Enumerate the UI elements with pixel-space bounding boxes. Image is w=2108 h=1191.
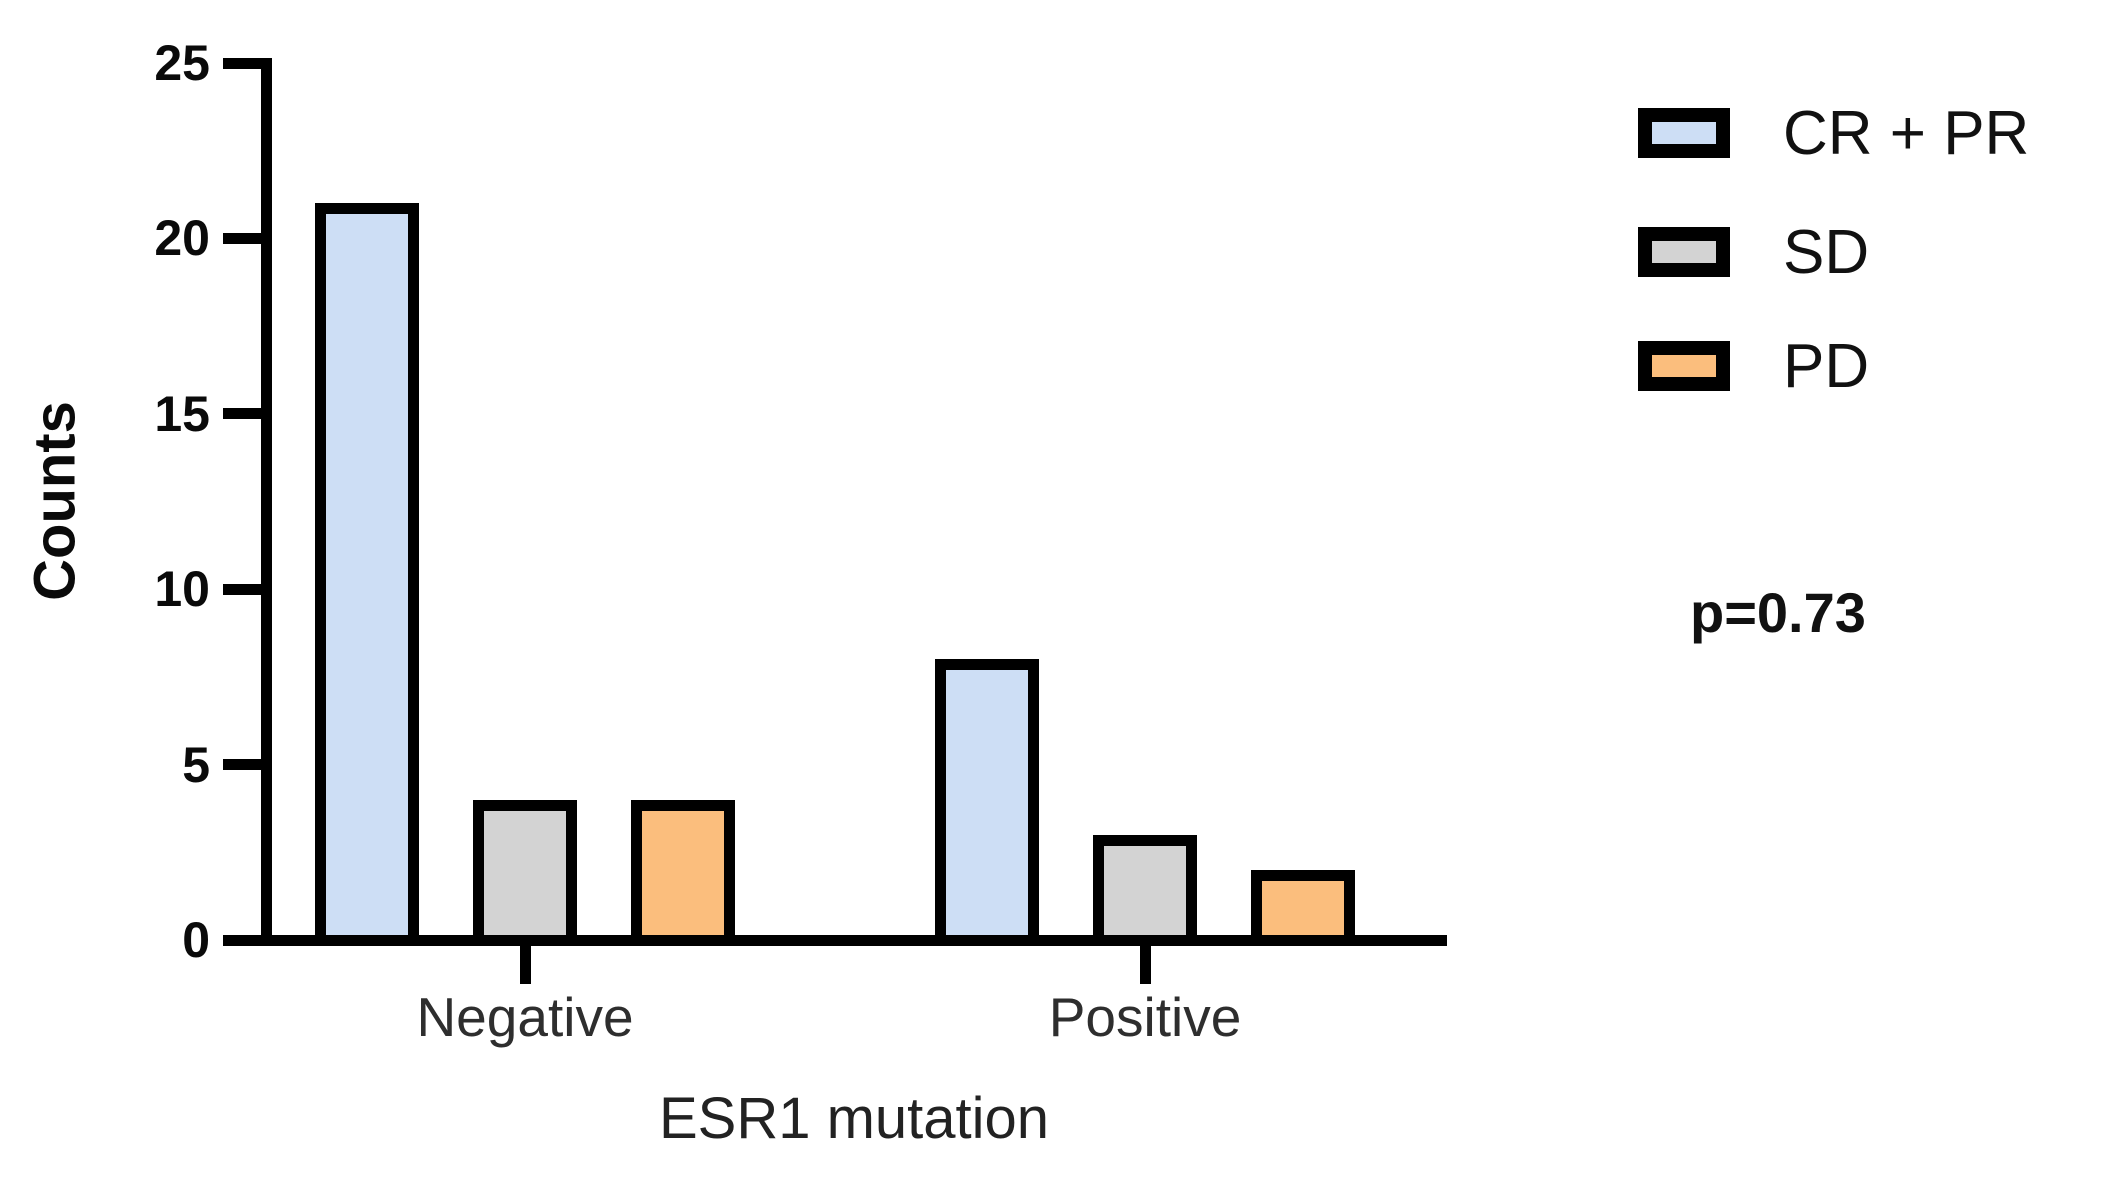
y-tick-10 xyxy=(223,583,261,595)
bar-positive-sd xyxy=(1093,834,1197,946)
p-value-annotation: p=0.73 xyxy=(1690,581,1866,644)
y-tick-15 xyxy=(223,408,261,420)
bar-negative-pd xyxy=(631,799,735,946)
y-tick-label-0: 0 xyxy=(182,912,210,968)
legend-item-cr-pr: CR + PR xyxy=(1638,99,2029,168)
y-tick-label-25: 25 xyxy=(154,35,210,91)
legend-label-sd: SD xyxy=(1783,217,1870,287)
x-category-label-positive: Positive xyxy=(1048,986,1242,1048)
legend-swatch-sd xyxy=(1638,227,1730,277)
legend-label-cr-pr: CR + PR xyxy=(1783,98,2030,168)
legend-swatch-fill-pd xyxy=(1652,355,1716,377)
y-tick-label-15: 15 xyxy=(154,385,210,442)
x-tick-positive xyxy=(1139,946,1151,984)
y-axis-line xyxy=(261,58,272,946)
y-tick-20 xyxy=(223,232,261,244)
bar-positive-cr-pr xyxy=(935,659,1039,946)
y-tick-25 xyxy=(223,57,261,69)
y-tick-label-5: 5 xyxy=(182,736,210,793)
x-category-label-negative: Negative xyxy=(416,986,634,1048)
legend-swatch-fill-cr-pr xyxy=(1652,122,1716,144)
bar-negative-cr-pr xyxy=(315,203,419,946)
legend-item-pd: PD xyxy=(1638,332,1869,401)
x-axis-title: ESR1 mutation xyxy=(658,1086,1050,1151)
legend-label-pd: PD xyxy=(1783,331,1870,401)
y-tick-5 xyxy=(223,759,261,771)
y-tick-0 xyxy=(223,934,261,946)
y-tick-label-20: 20 xyxy=(154,210,210,267)
legend-swatch-cr-pr xyxy=(1638,108,1730,158)
bar-positive-pd xyxy=(1251,869,1355,946)
x-tick-negative xyxy=(519,946,531,984)
y-tick-label-10: 10 xyxy=(154,561,210,618)
legend-swatch-pd xyxy=(1638,341,1730,391)
legend-swatch-fill-sd xyxy=(1652,241,1716,263)
x-axis-line xyxy=(261,935,1447,946)
bar-negative-sd xyxy=(473,799,577,946)
legend-item-sd: SD xyxy=(1638,218,1869,287)
